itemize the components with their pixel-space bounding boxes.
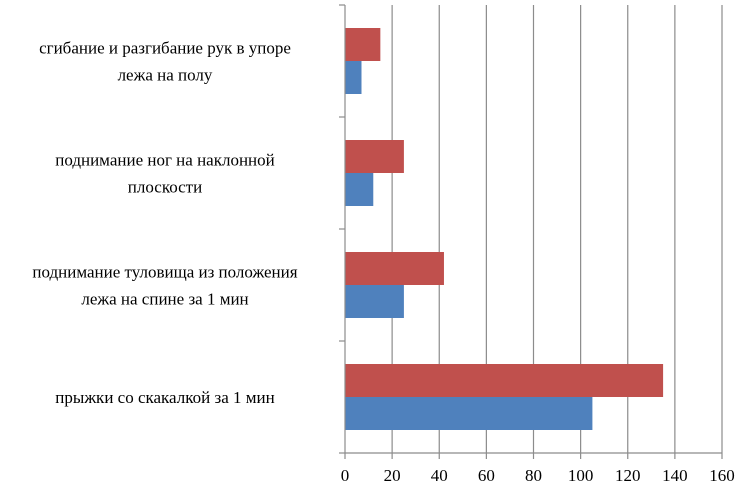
bar-series-2-4 xyxy=(345,397,593,430)
bar-series-1-4 xyxy=(345,364,664,397)
category-label-line: лежа на спине за 1 мин xyxy=(81,290,248,309)
category-label-line: прыжки со скакалкой за 1 мин xyxy=(55,388,274,407)
x-tick-label: 40 xyxy=(431,466,448,485)
bar-series-2-2 xyxy=(345,173,374,206)
x-tick-label: 80 xyxy=(525,466,542,485)
category-label-line: поднимание туловища из положения xyxy=(32,263,297,282)
x-tick-labels: 0 20 40 60 80 100 120 140 160 xyxy=(341,466,735,485)
category-label-line: лежа на полу xyxy=(118,66,213,85)
category-label-line: поднимание ног на наклонной xyxy=(55,151,275,170)
category-label: сгибание и разгибание рук в упоре лежа на… xyxy=(39,39,291,85)
x-tick-label: 60 xyxy=(478,466,495,485)
axes xyxy=(339,4,723,459)
x-tick-label: 160 xyxy=(709,466,735,485)
bar-series-1-1 xyxy=(345,28,381,61)
x-tick-label: 20 xyxy=(384,466,401,485)
x-tick-label: 100 xyxy=(568,466,594,485)
category-label-line: плоскости xyxy=(128,178,202,197)
bar-series-2-1 xyxy=(345,61,362,94)
category-label: прыжки со скакалкой за 1 мин xyxy=(55,388,274,407)
gridlines xyxy=(391,5,723,453)
category-label-line: сгибание и разгибание рук в упоре xyxy=(39,39,291,58)
bar-series-1-2 xyxy=(345,140,404,173)
category-labels: сгибание и разгибание рук в упоре лежа на… xyxy=(32,39,297,408)
bar-series-2-3 xyxy=(345,285,404,318)
bars xyxy=(345,28,664,430)
category-label: поднимание туловища из положения лежа на … xyxy=(32,263,297,309)
x-tick-label: 140 xyxy=(662,466,688,485)
x-tick-label: 120 xyxy=(615,466,641,485)
x-tick-label: 0 xyxy=(341,466,350,485)
bar-series-1-3 xyxy=(345,252,444,285)
category-label: поднимание ног на наклонной плоскости xyxy=(55,151,275,197)
